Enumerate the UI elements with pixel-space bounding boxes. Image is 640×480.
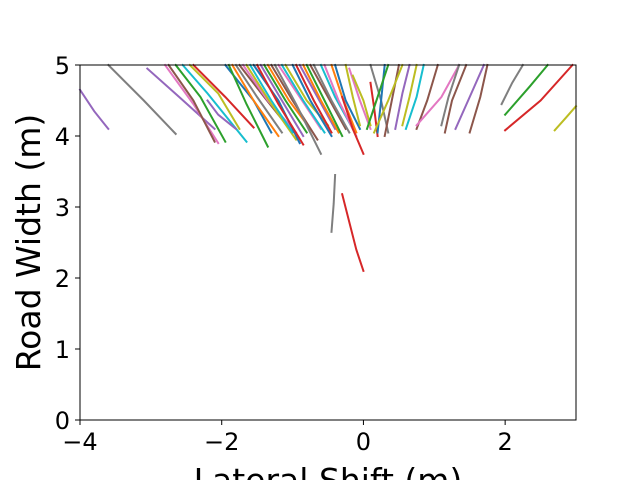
x-tick-label: 0 — [356, 428, 371, 456]
series-line-24 — [269, 63, 319, 141]
series-line-53 — [372, 63, 404, 134]
series-line-21 — [259, 63, 305, 138]
series-line-63 — [330, 173, 337, 233]
y-axis-ticks: 0 1 2 3 4 5 — [55, 52, 80, 435]
series-line-40 — [344, 63, 362, 127]
series-line-56 — [443, 63, 468, 134]
series-line-8 — [188, 63, 241, 131]
series-line-43 — [351, 74, 372, 127]
y-tick-label: 4 — [55, 123, 70, 151]
series-line-29 — [291, 63, 333, 138]
series-line-5 — [167, 63, 216, 144]
series-line-52 — [415, 63, 461, 127]
series-line-35 — [312, 63, 351, 134]
series-line-13 — [230, 63, 280, 138]
series-line-48 — [394, 63, 411, 131]
series-line-2 — [106, 63, 178, 136]
series-line-51 — [415, 63, 440, 131]
series-line-57 — [454, 63, 486, 131]
x-tick-label: −2 — [204, 428, 239, 456]
x-tick-label: −4 — [62, 428, 97, 456]
series-line-34 — [308, 63, 348, 131]
series-line-59 — [500, 63, 525, 106]
series-line-31 — [298, 63, 337, 131]
series-line-32 — [301, 63, 340, 134]
series-line-47 — [383, 63, 401, 138]
series-line-20 — [255, 63, 305, 146]
series-line-41 — [340, 95, 365, 156]
series-line-54 — [365, 63, 390, 131]
plot-frame — [79, 64, 577, 421]
series-line-42 — [348, 67, 372, 131]
plot-lines — [78, 63, 578, 273]
y-axis-title: Road Width (m) — [9, 114, 48, 372]
series-line-22 — [262, 63, 309, 134]
series-line-39 — [333, 63, 362, 131]
series-line-27 — [280, 63, 326, 134]
series-line-4 — [163, 63, 220, 145]
series-line-1 — [78, 88, 110, 131]
x-axis-title: Lateral Shift (m) — [194, 461, 463, 480]
series-line-33 — [305, 63, 344, 138]
series-line-12 — [227, 63, 270, 148]
series-line-58 — [468, 63, 489, 134]
series-line-55 — [440, 63, 461, 127]
series-line-61 — [503, 63, 574, 132]
series-line-7 — [181, 63, 248, 144]
series-line-14 — [234, 63, 284, 134]
series-line-62 — [553, 104, 578, 132]
series-line-10 — [206, 99, 238, 131]
series-line-25 — [273, 63, 323, 156]
series-line-49 — [401, 63, 418, 127]
y-tick-label: 1 — [55, 336, 70, 364]
y-tick-label: 3 — [55, 194, 70, 222]
x-axis-ticks: −4 −2 0 2 — [62, 420, 513, 456]
series-line-17 — [245, 63, 298, 141]
y-tick-label: 2 — [55, 265, 70, 293]
series-line-64 — [340, 192, 365, 273]
x-tick-label: 2 — [498, 428, 513, 456]
series-line-9 — [191, 63, 256, 129]
y-tick-label: 0 — [55, 407, 70, 435]
series-line-30 — [294, 63, 333, 134]
y-tick-label: 5 — [55, 52, 70, 80]
series-line-6 — [174, 63, 227, 144]
series-line-18 — [248, 63, 294, 134]
series-line-60 — [503, 63, 550, 117]
series-line-50 — [404, 63, 425, 131]
